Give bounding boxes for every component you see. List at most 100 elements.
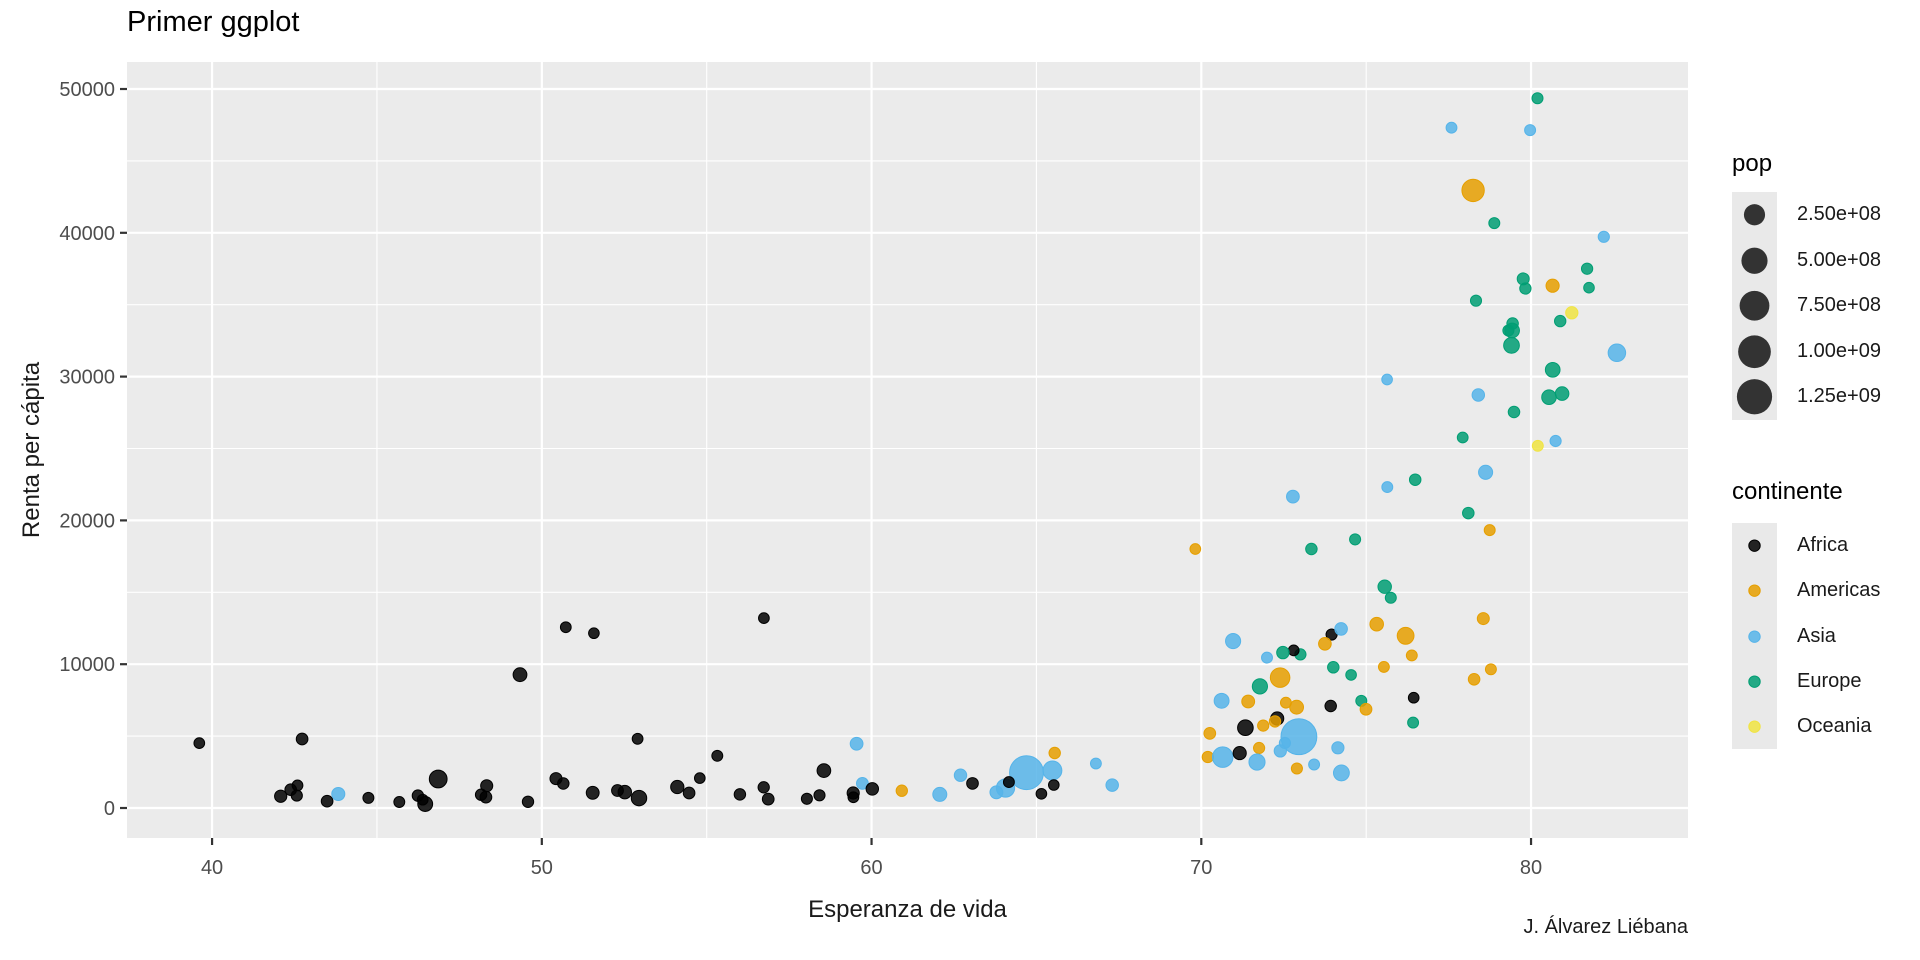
color-legend-circle (1748, 539, 1761, 552)
data-point (1462, 506, 1475, 520)
legend-label: Asia (1797, 624, 1836, 647)
color-legend-circle (1748, 720, 1761, 734)
data-point (331, 786, 346, 802)
data-point (1544, 361, 1561, 378)
data-point (284, 783, 298, 797)
legend-glyph (1748, 539, 1761, 552)
data-point (1290, 762, 1303, 775)
data-point (1325, 628, 1338, 641)
data-point (966, 777, 979, 790)
data-point (1377, 660, 1390, 673)
size-legend-circle (1739, 290, 1770, 321)
legend-item: Oceania (1732, 704, 1880, 750)
data-point (1445, 121, 1458, 134)
data-point (320, 794, 334, 808)
data-point (1384, 591, 1397, 604)
legend-glyph (1739, 290, 1770, 321)
size-legend-circle (1736, 379, 1773, 415)
data-point (1531, 439, 1544, 452)
data-point (557, 777, 570, 790)
legend-key (1732, 523, 1777, 569)
data-point (1211, 746, 1234, 768)
data-point (1549, 434, 1562, 448)
data-point (1237, 719, 1254, 737)
legend-continente: Africa Americas Asia Europe Oceania (1732, 523, 1881, 750)
data-point (693, 772, 706, 784)
data-point (932, 786, 948, 802)
data-point (1009, 755, 1044, 791)
data-point (512, 667, 528, 683)
data-point (1248, 753, 1266, 771)
data-point (670, 779, 685, 795)
data-point (1269, 667, 1291, 688)
data-point (428, 769, 448, 789)
data-point (1213, 692, 1230, 709)
legend-label: Oceania (1797, 715, 1872, 738)
data-point (1381, 481, 1394, 494)
legend-glyph (1748, 675, 1761, 688)
legend-key (1732, 374, 1777, 420)
data-point (1324, 699, 1337, 713)
data-point (362, 791, 375, 804)
data-point (1565, 306, 1579, 320)
plot-caption: J. Álvarez Liébana (1523, 916, 1688, 938)
data-point (1105, 778, 1119, 792)
data-point (617, 784, 633, 800)
y-tick-label: 10000 (59, 654, 115, 676)
legend-label: Europe (1797, 670, 1862, 693)
data-point (1554, 314, 1567, 328)
data-point (1035, 787, 1048, 800)
data-point (1002, 776, 1015, 789)
data-point (1503, 337, 1520, 354)
legend-key (1732, 658, 1777, 705)
legend-glyph (1748, 584, 1761, 598)
legend-label: Americas (1797, 579, 1881, 602)
legend-item: Americas (1732, 568, 1881, 614)
x-tick-label: 70 (1190, 857, 1212, 879)
data-point (711, 749, 724, 762)
data-point (733, 788, 747, 801)
data-point (1201, 750, 1214, 764)
data-point (1471, 388, 1486, 402)
data-point (1048, 746, 1061, 760)
y-tick-label: 0 (104, 798, 115, 820)
data-point (1483, 524, 1496, 537)
data-point (1327, 661, 1340, 674)
data-point (474, 788, 488, 801)
data-point (631, 732, 644, 745)
data-point (856, 777, 869, 790)
legend-item: 1.25e+09 (1732, 374, 1881, 420)
data-points (193, 92, 1627, 812)
size-legend-circle (1738, 334, 1771, 368)
data-point (585, 785, 600, 800)
legend-glyph (1748, 630, 1761, 643)
legend-key (1732, 613, 1777, 659)
data-point (1554, 386, 1570, 401)
data-point (1308, 758, 1321, 771)
data-point (1607, 343, 1627, 363)
size-legend-circle (1743, 204, 1766, 226)
data-point (1359, 702, 1373, 716)
data-point (846, 786, 860, 800)
data-point (1305, 542, 1318, 556)
legend-item: 1.00e+09 (1732, 328, 1881, 374)
data-point (1203, 727, 1217, 740)
plot-panel (127, 62, 1688, 838)
legend-item: 2.50e+08 (1732, 192, 1881, 238)
x-tick-label: 80 (1520, 857, 1542, 879)
legend-key (1732, 237, 1777, 283)
y-tick-label: 30000 (59, 367, 115, 389)
legend-glyph (1736, 379, 1773, 415)
data-point (1232, 746, 1247, 761)
data-point (1507, 405, 1521, 419)
data-point (1597, 230, 1610, 243)
data-point (1225, 633, 1242, 650)
data-point (1504, 322, 1520, 339)
data-point (1469, 294, 1483, 307)
legend-glyph (1743, 204, 1766, 226)
data-point (1396, 626, 1415, 645)
data-point (1318, 636, 1332, 651)
data-point (800, 792, 813, 805)
data-point (1251, 678, 1269, 695)
